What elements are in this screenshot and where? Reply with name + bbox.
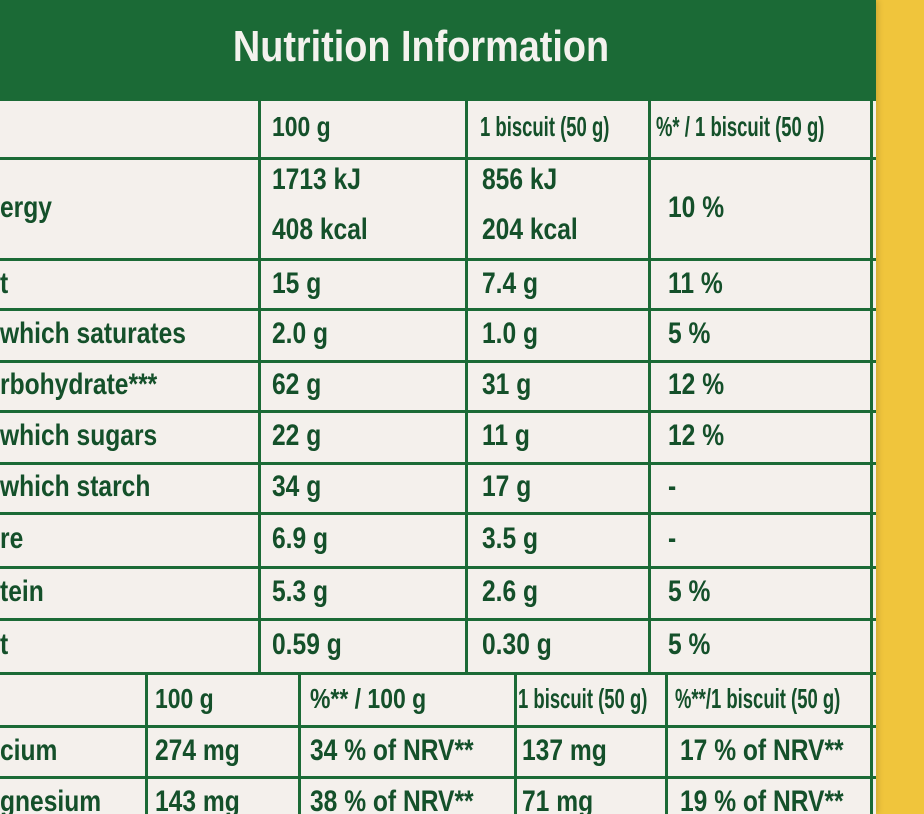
table-column-divider — [870, 672, 873, 814]
column-header-100g: 100 g — [272, 111, 331, 142]
column-header-pct-per-biscuit: %* / 1 biscuit (50 g) — [656, 111, 825, 142]
row-label: which saturates — [0, 317, 186, 350]
table-row-divider — [0, 618, 876, 621]
value-pct: - — [668, 522, 677, 555]
table-column-divider — [465, 98, 468, 672]
value-100g: 5.3 g — [272, 575, 329, 608]
value-100g: 15 g — [272, 267, 322, 300]
value-100g: 6.9 g — [272, 522, 329, 555]
label-title: Nutrition Information — [232, 22, 610, 71]
table-row-divider — [0, 258, 876, 261]
value-per-biscuit: 11 g — [482, 419, 530, 452]
value-per-biscuit: 0.30 g — [482, 628, 552, 661]
row-label: t — [0, 628, 9, 661]
value-pct: 5 % — [668, 628, 711, 661]
mineral-row-label: gnesium — [0, 785, 102, 814]
table-row-divider — [0, 462, 876, 465]
mineral-value-per-biscuit: 71 mg — [522, 785, 594, 814]
value-per-biscuit: 2.6 g — [482, 575, 539, 608]
table-column-divider — [514, 672, 517, 814]
mineral-value-100g: 143 mg — [155, 785, 240, 814]
value-pct: 12 % — [668, 419, 725, 452]
value-pct: 12 % — [668, 368, 725, 401]
mineral-pct-per-biscuit: 19 % of NRV** — [680, 785, 844, 814]
row-label: which starch — [0, 470, 151, 503]
label-header: Nutrition Information — [0, 0, 876, 98]
value-pct: 5 % — [668, 575, 711, 608]
energy-kcal-100g: 408 kcal — [272, 213, 368, 246]
table-row-divider — [0, 98, 876, 101]
mineral-header-pct-100g: %** / 100 g — [310, 683, 427, 714]
row-label: re — [0, 522, 24, 555]
energy-kj-per-biscuit: 856 kJ — [482, 163, 558, 196]
value-100g: 34 g — [272, 470, 322, 503]
table-column-divider — [298, 672, 301, 814]
table-row-divider — [0, 157, 876, 160]
mineral-header-per-biscuit: 1 biscuit (50 g) — [518, 683, 648, 714]
row-label: rbohydrate*** — [0, 368, 158, 401]
value-per-biscuit: 1.0 g — [482, 317, 539, 350]
energy-kj-100g: 1713 kJ — [272, 163, 361, 196]
table-column-divider — [145, 672, 148, 814]
table-row-divider — [0, 672, 876, 675]
value-per-biscuit: 17 g — [482, 470, 532, 503]
row-label: t — [0, 267, 9, 300]
mineral-value-100g: 274 mg — [155, 734, 240, 767]
value-per-biscuit: 3.5 g — [482, 522, 539, 555]
mineral-header-pct-per-biscuit: %**/1 biscuit (50 g) — [675, 683, 841, 714]
table-column-divider — [870, 98, 873, 672]
value-per-biscuit: 7.4 g — [482, 267, 539, 300]
energy-pct: 10 % — [668, 191, 725, 224]
table-row-divider — [0, 308, 876, 311]
value-100g: 22 g — [272, 419, 322, 452]
value-pct: 11 % — [668, 267, 723, 300]
row-label: tein — [0, 575, 44, 608]
table-row-divider — [0, 566, 876, 569]
table-row-divider — [0, 776, 876, 779]
mineral-pct-per-biscuit: 17 % of NRV** — [680, 734, 844, 767]
table-column-divider — [648, 98, 651, 672]
energy-kcal-per-biscuit: 204 kcal — [482, 213, 578, 246]
table-row-divider — [0, 360, 876, 363]
table-row-divider — [0, 725, 876, 728]
row-label: which sugars — [0, 419, 158, 452]
mineral-pct-100g: 38 % of NRV** — [310, 785, 474, 814]
mineral-pct-100g: 34 % of NRV** — [310, 734, 474, 767]
row-label-energy: ergy — [0, 191, 52, 224]
value-pct: 5 % — [668, 317, 711, 350]
nutrition-label: Nutrition Information 100 g 1 biscuit (50… — [0, 0, 876, 814]
value-100g: 62 g — [272, 368, 322, 401]
table-column-divider — [258, 98, 261, 672]
table-column-divider — [665, 672, 668, 814]
value-pct: - — [668, 470, 677, 503]
table-row-divider — [0, 410, 876, 413]
table-row-divider — [0, 512, 876, 515]
mineral-header-100g: 100 g — [155, 683, 214, 714]
mineral-row-label: cium — [0, 734, 58, 767]
value-100g: 2.0 g — [272, 317, 329, 350]
value-100g: 0.59 g — [272, 628, 342, 661]
mineral-value-per-biscuit: 137 mg — [522, 734, 607, 767]
column-header-per-biscuit: 1 biscuit (50 g) — [480, 111, 610, 142]
value-per-biscuit: 31 g — [482, 368, 532, 401]
